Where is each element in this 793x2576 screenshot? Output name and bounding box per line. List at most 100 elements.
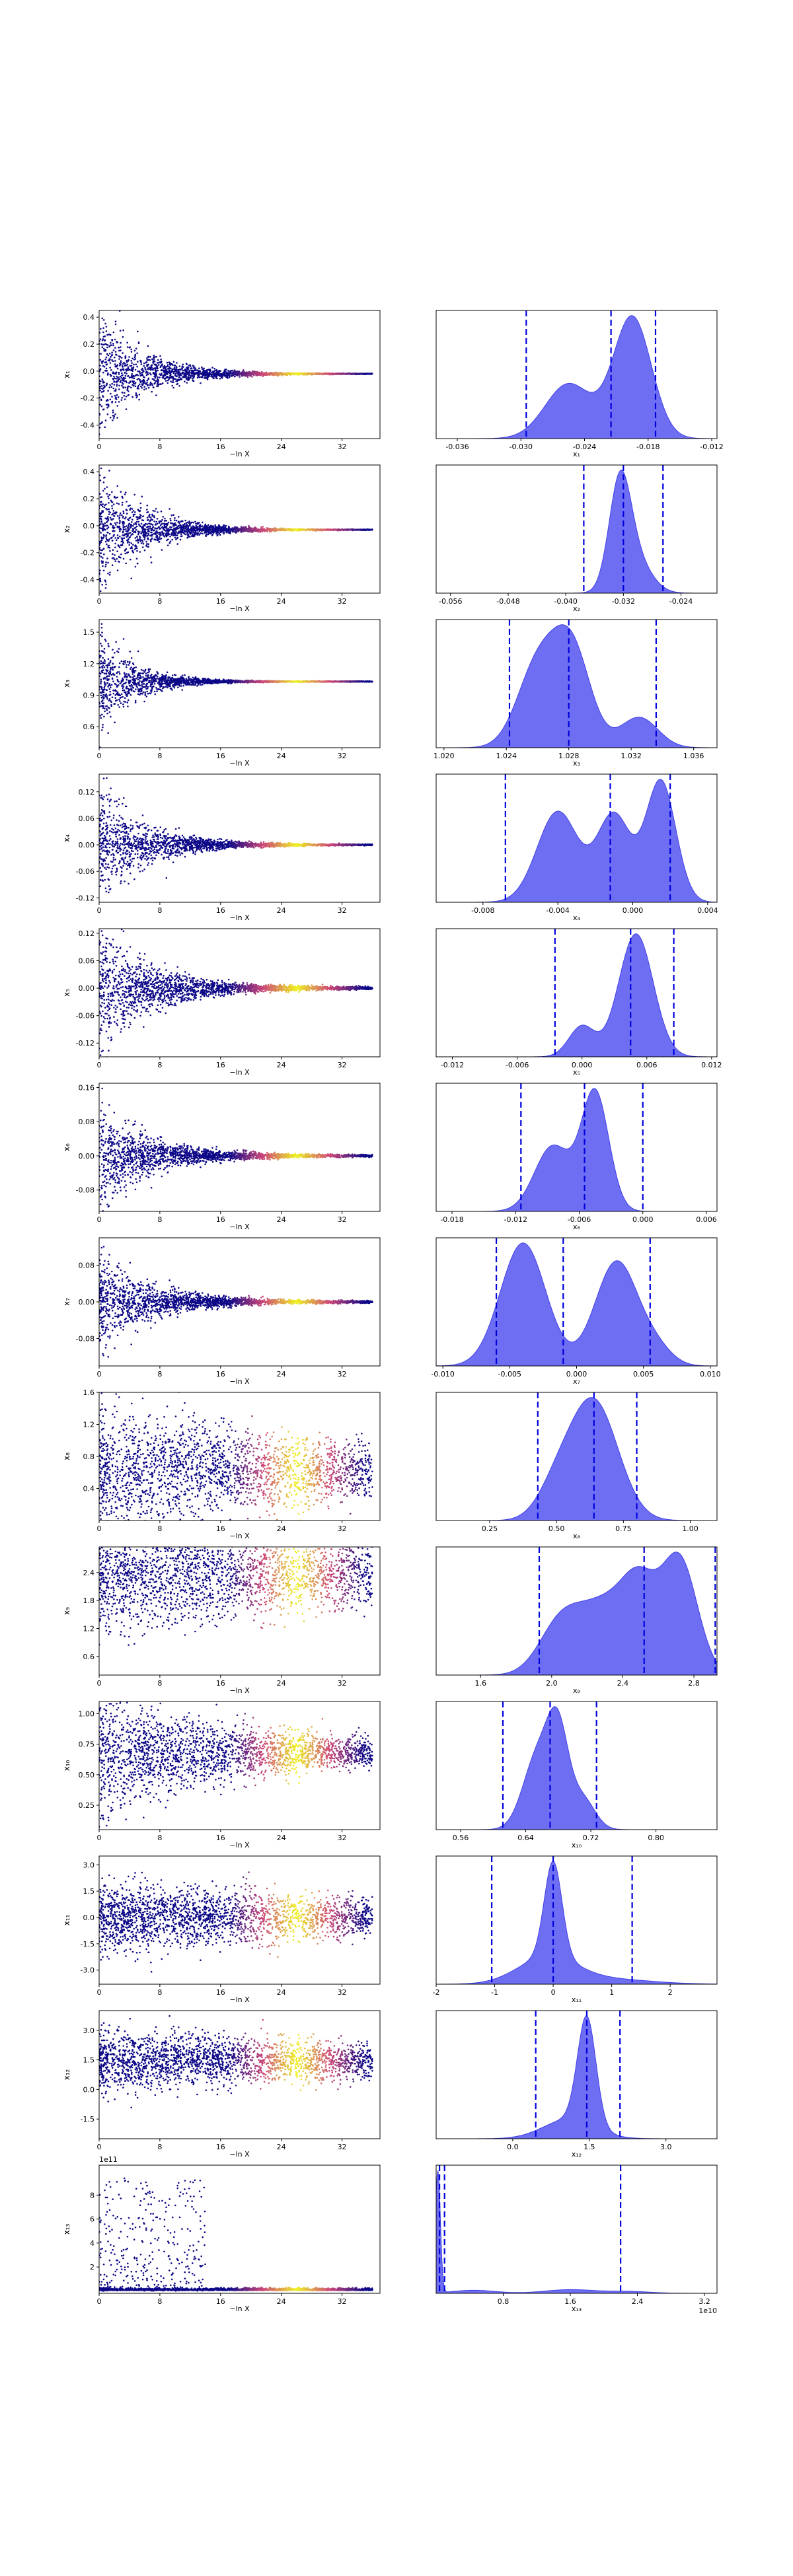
trace-point (153, 367, 155, 369)
trace-point (262, 529, 264, 531)
trace-point (260, 531, 262, 533)
trace-point (264, 374, 267, 376)
trace-point (108, 353, 111, 355)
trace-point (112, 414, 114, 417)
trace-point (122, 329, 124, 332)
trace-point (127, 366, 130, 369)
trace-point (143, 534, 145, 537)
trace-point (105, 561, 107, 563)
trace-point (170, 522, 172, 524)
trace-point (130, 577, 132, 579)
trace-point (143, 365, 145, 367)
trace-point (130, 558, 132, 561)
trace-point (141, 380, 143, 382)
trace-point (100, 405, 103, 408)
trace-point (143, 386, 145, 388)
trace-point (101, 527, 103, 530)
trace-point (205, 376, 208, 378)
trace-point (225, 369, 227, 371)
trace-point (108, 664, 110, 666)
trace-point (145, 545, 147, 547)
trace-point (105, 356, 108, 359)
trace-point (362, 528, 364, 530)
trace-point (254, 371, 256, 373)
trace-point (137, 533, 139, 536)
trace-point (150, 529, 153, 531)
x-tick-label: -0.024 (573, 443, 596, 451)
trace-point (180, 520, 182, 522)
trace-point (295, 373, 297, 375)
trace-point (118, 378, 121, 380)
trace-point (225, 373, 228, 375)
trace-point (114, 356, 116, 359)
trace-point (159, 528, 161, 530)
trace-point (241, 526, 243, 528)
trace-point (99, 581, 102, 583)
trace-point (294, 529, 297, 531)
trace-point (115, 353, 117, 356)
trace-point (155, 508, 157, 510)
trace-point (147, 384, 149, 387)
trace-point (215, 375, 218, 378)
trace-point (228, 376, 231, 378)
trace-point (155, 536, 157, 538)
trace-point (277, 372, 279, 374)
trace-point (116, 557, 118, 560)
trace-point (307, 373, 309, 376)
trace-point (163, 536, 165, 538)
trace-point (332, 528, 335, 531)
trace-point (111, 396, 113, 398)
trace-point (167, 529, 170, 531)
trace-point (120, 357, 123, 359)
trace-point (149, 513, 151, 516)
trace-point (165, 520, 167, 522)
trace-point (272, 374, 275, 376)
trace-point (169, 364, 172, 366)
trace-point (109, 334, 112, 336)
trace-point (107, 354, 110, 357)
trace-point (159, 524, 162, 526)
trace-point (124, 356, 127, 358)
trace-point (119, 330, 122, 332)
trace-point (112, 343, 114, 345)
trace-point (155, 520, 157, 523)
trace-point (278, 528, 280, 531)
trace-point (130, 524, 133, 526)
trace-point (100, 353, 102, 355)
trace-point (122, 336, 124, 338)
trace-point (149, 367, 152, 369)
trace-point (114, 513, 117, 515)
trace-point (137, 517, 140, 520)
trace-point (211, 529, 213, 531)
trace-point (101, 362, 103, 364)
trace-point (174, 378, 176, 380)
trace-point (100, 467, 102, 470)
trace-point (113, 534, 115, 536)
trace-point (203, 528, 206, 530)
trace-point (323, 373, 326, 375)
trace-point (363, 373, 365, 375)
trace-point (131, 362, 133, 364)
trace-point (112, 344, 114, 347)
trace-point (182, 526, 184, 529)
trace-point (117, 396, 120, 398)
trace-point (112, 349, 115, 351)
trace-point (165, 522, 167, 525)
trace-point (174, 373, 177, 375)
trace-point (128, 359, 130, 361)
trace-point (119, 380, 122, 383)
trace-point (241, 374, 243, 376)
trace-point (218, 532, 221, 534)
trace-point (311, 528, 314, 530)
trace-point (135, 523, 137, 526)
trace-point (121, 544, 124, 546)
trace-point (143, 524, 145, 526)
trace-point (161, 549, 163, 551)
trace-point (100, 541, 102, 544)
trace-point (160, 361, 163, 364)
y-tick-label: 0.4 (83, 468, 95, 476)
trace-point (155, 523, 157, 525)
trace-point (118, 347, 120, 349)
trace-point (118, 648, 120, 650)
y-tick-label: -0.2 (81, 549, 94, 557)
